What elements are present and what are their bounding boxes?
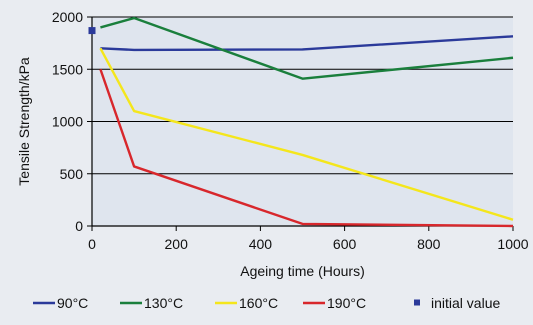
legend-label: initial value [431,295,500,311]
series-line [99,47,514,221]
legend-label: 90°C [57,295,88,311]
marker-point [88,27,96,35]
x-tick-label: 800 [417,236,441,252]
x-tick-label: 400 [249,236,273,252]
x-tick-label: 200 [165,236,189,252]
y-tick-label: 2000 [52,9,83,25]
legend-label: 130°C [144,295,183,311]
legend-swatch [414,299,420,306]
series-line [99,68,514,228]
legend-label: 190°C [327,295,366,311]
y-tick-label: 500 [60,166,84,182]
series-line [100,16,514,80]
x-axis-label: Ageing time (Hours) [240,263,365,279]
legend-label: 160°C [239,295,278,311]
y-tick-label: 1000 [52,114,83,130]
x-tick-label: 1000 [497,236,528,252]
x-tick-label: 600 [333,236,357,252]
y-tick-label: 0 [75,218,83,234]
series-line [100,35,514,52]
y-tick-label: 1500 [52,61,83,77]
x-tick-label: 0 [88,236,96,252]
y-axis-label: Tensile Strength/kPa [16,57,32,186]
